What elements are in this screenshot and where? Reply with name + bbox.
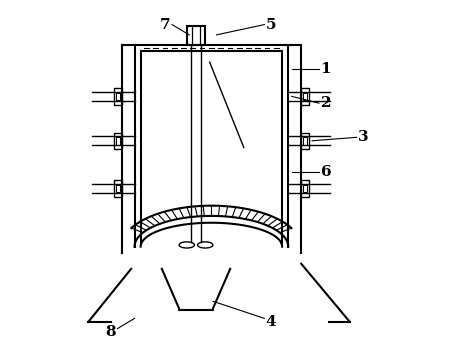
Bar bbox=[116, 137, 120, 144]
Text: 7: 7 bbox=[160, 17, 171, 32]
Bar bbox=[114, 132, 121, 149]
Bar bbox=[303, 137, 307, 144]
Bar bbox=[114, 88, 121, 105]
Text: 2: 2 bbox=[320, 96, 331, 110]
Bar bbox=[303, 185, 307, 192]
Bar bbox=[187, 26, 205, 45]
Text: 3: 3 bbox=[358, 130, 369, 144]
Text: 4: 4 bbox=[266, 315, 276, 329]
Bar bbox=[301, 132, 309, 149]
Bar bbox=[116, 93, 120, 100]
Bar bbox=[114, 180, 121, 197]
Ellipse shape bbox=[179, 242, 194, 248]
Bar bbox=[303, 93, 307, 100]
Text: 5: 5 bbox=[266, 17, 276, 32]
Bar bbox=[116, 185, 120, 192]
Text: 8: 8 bbox=[105, 325, 116, 339]
Text: 1: 1 bbox=[320, 62, 331, 76]
Bar bbox=[301, 180, 309, 197]
Text: 6: 6 bbox=[320, 165, 331, 178]
Ellipse shape bbox=[198, 242, 213, 248]
Bar bbox=[301, 88, 309, 105]
